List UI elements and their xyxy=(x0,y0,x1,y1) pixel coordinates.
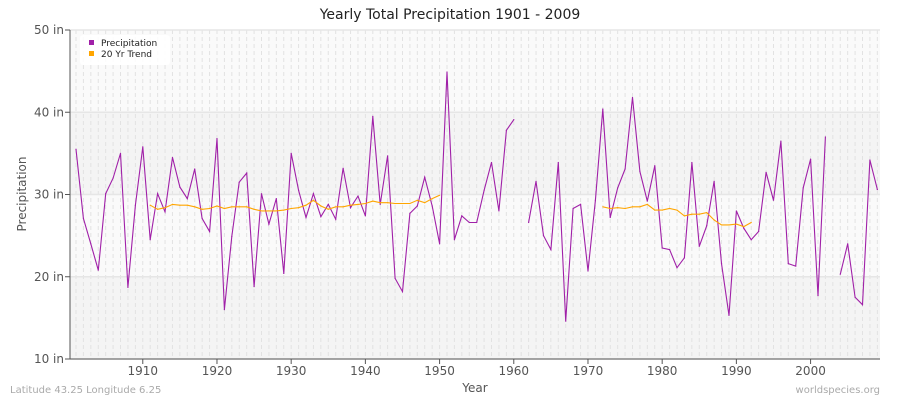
legend-swatch xyxy=(89,40,94,45)
grid-band xyxy=(70,30,880,113)
x-tick-label: 2000 xyxy=(795,364,826,378)
precipitation-line xyxy=(528,97,826,322)
precipitation-line xyxy=(839,159,878,306)
grid-band xyxy=(70,194,880,277)
trend-line xyxy=(602,203,752,228)
chart-title: Yearly Total Precipitation 1901 - 2009 xyxy=(319,7,581,23)
precipitation-line xyxy=(75,71,515,310)
grid-band xyxy=(70,112,880,195)
y-tick-label: 40 in xyxy=(34,105,64,119)
x-tick-label: 1960 xyxy=(499,364,530,378)
x-axis-label: Year xyxy=(461,381,487,395)
x-tick-label: 1970 xyxy=(573,364,604,378)
x-tick-label: 1980 xyxy=(647,364,678,378)
trend-line xyxy=(149,194,440,212)
x-tick-label: 1910 xyxy=(128,364,159,378)
x-tick-label: 1950 xyxy=(424,364,455,378)
legend-label: Precipitation xyxy=(101,39,157,49)
x-tick-label: 1940 xyxy=(350,364,381,378)
y-tick-label: 20 in xyxy=(34,270,64,284)
location-label: Latitude 43.25 Longitude 6.25 xyxy=(10,385,162,396)
y-tick-label: 10 in xyxy=(34,352,64,366)
source-label: worldspecies.org xyxy=(795,385,880,396)
x-tick-label: 1990 xyxy=(721,364,752,378)
x-tick-label: 1920 xyxy=(202,364,233,378)
y-tick-label: 50 in xyxy=(34,23,64,37)
y-tick-label: 30 in xyxy=(34,188,64,202)
y-axis-label: Precipitation xyxy=(15,156,29,231)
legend-box xyxy=(80,35,170,65)
x-tick-label: 1930 xyxy=(276,364,307,378)
legend-swatch xyxy=(89,51,94,56)
legend-label: 20 Yr Trend xyxy=(101,50,152,60)
grid-band xyxy=(70,276,880,359)
